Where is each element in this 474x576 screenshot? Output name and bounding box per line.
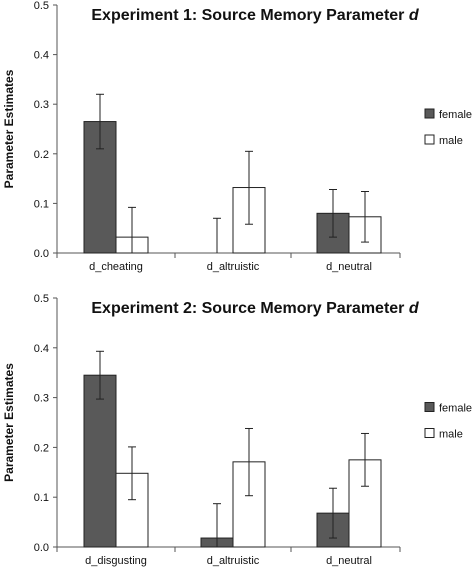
y-tick-label: 0.4	[34, 50, 49, 62]
bar-female	[83, 374, 117, 548]
y-tick-label: 0.5	[34, 293, 49, 305]
y-tick-label: 0.4	[34, 343, 49, 355]
chart-panel-1: Experiment 1: Source Memory Parameter d P…	[0, 0, 474, 285]
y-tick-label: 0.0	[34, 542, 49, 554]
chart-title-italic: d	[409, 7, 420, 24]
category-label: d_altruistic	[207, 555, 260, 567]
legend-swatch-female	[424, 402, 435, 412]
y-tick-label: 0.1	[34, 492, 49, 504]
y-tick-label: 0.2	[34, 442, 49, 454]
category-label: d_cheating	[89, 261, 143, 273]
category-label: d_altruistic	[207, 261, 260, 273]
chart-title-main: Experiment 2: Source Memory Parameter	[91, 300, 408, 317]
y-axis-label: Parameter Estimates	[2, 363, 16, 482]
legend-label-female: female	[439, 403, 472, 415]
legend-label-male: male	[439, 135, 463, 147]
chart-2: Experiment 2: Source Memory Parameter d P…	[2, 293, 472, 567]
chart-title-italic: d	[409, 300, 420, 317]
y-tick-label: 0.5	[34, 0, 49, 12]
y-tick-label: 0.3	[34, 393, 49, 405]
category-label: d_neutral	[326, 261, 372, 273]
legend-swatch-male	[424, 134, 435, 145]
category-label: d_neutral	[326, 555, 372, 567]
y-tick-label: 0.2	[34, 149, 49, 161]
chart-1: Experiment 1: Source Memory Parameter d P…	[2, 0, 472, 273]
legend-label-female: female	[439, 109, 472, 121]
y-tick-label: 0.1	[34, 198, 49, 210]
chart-panel-2: Experiment 2: Source Memory Parameter d P…	[0, 285, 474, 571]
legend-swatch-female	[424, 108, 435, 119]
legend-label-male: male	[439, 429, 463, 441]
y-axis-label: Parameter Estimates	[2, 69, 16, 188]
y-tick-label: 0.3	[34, 99, 49, 111]
chart-title: Experiment 1: Source Memory Parameter d	[91, 7, 419, 24]
legend-swatch-male	[424, 428, 435, 438]
chart-title-main: Experiment 1: Source Memory Parameter	[91, 7, 408, 24]
category-label: d_disgusting	[85, 555, 147, 567]
chart-title: Experiment 2: Source Memory Parameter d	[91, 300, 419, 317]
y-tick-label: 0.0	[34, 248, 49, 260]
